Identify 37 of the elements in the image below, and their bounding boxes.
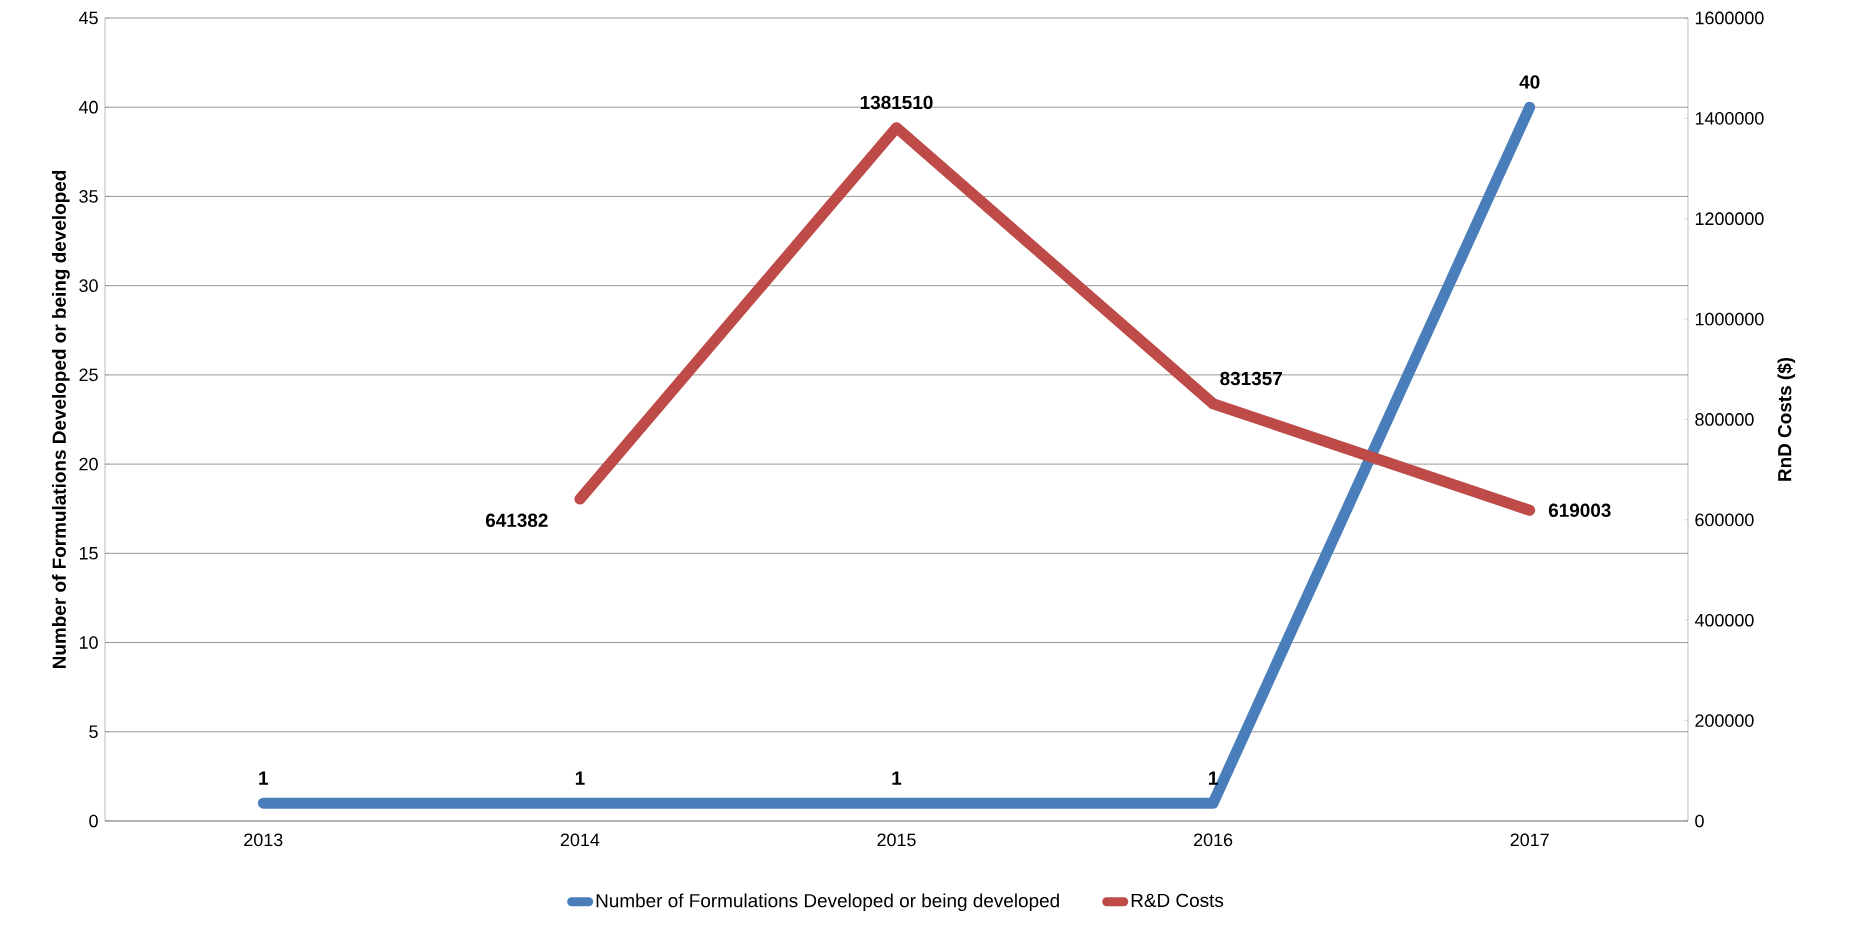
y-tick-label: 25 bbox=[79, 368, 98, 382]
x-tick-label: 2014 bbox=[560, 833, 600, 847]
y2-tick-label: 800000 bbox=[1695, 413, 1754, 426]
data-label: 1 bbox=[575, 771, 585, 785]
legend-label: R&D Costs bbox=[1131, 893, 1224, 908]
data-label: 1 bbox=[259, 771, 269, 785]
y2-tick-label: 0 bbox=[1695, 814, 1704, 828]
y2-axis-title: RnD Costs ($) bbox=[1777, 357, 1796, 481]
data-label: 1381510 bbox=[860, 95, 933, 110]
x-tick-label: 2015 bbox=[877, 833, 916, 847]
y-axis-title: Number of Formulations Developed or being developed bbox=[52, 170, 70, 669]
y2-tick-label: 1200000 bbox=[1695, 212, 1764, 226]
y2-tick-label: 200000 bbox=[1695, 714, 1754, 727]
y2-tick-label: 1400000 bbox=[1695, 112, 1764, 125]
y-tick-label: 5 bbox=[89, 725, 98, 739]
legend-label: Number of Formulations Developed or being developed bbox=[596, 893, 1059, 912]
y-tick-label: 40 bbox=[78, 100, 98, 114]
data-label: 831357 bbox=[1220, 371, 1282, 386]
x-tick-label: 2013 bbox=[244, 833, 283, 847]
data-label: 40 bbox=[1519, 75, 1540, 89]
y2-tick-label: 400000 bbox=[1694, 613, 1754, 627]
y2-tick-label: 1600000 bbox=[1695, 11, 1764, 25]
y2-tick-label: 600000 bbox=[1695, 513, 1754, 527]
x-tick-label: 2016 bbox=[1194, 833, 1233, 847]
y-tick-label: 45 bbox=[78, 11, 98, 25]
data-label: 619003 bbox=[1548, 503, 1611, 518]
y2-tick-label: 1000000 bbox=[1695, 312, 1764, 326]
data-label: 641382 bbox=[485, 513, 548, 528]
y-tick-label: 30 bbox=[79, 279, 98, 292]
y-tick-label: 35 bbox=[79, 190, 98, 203]
data-label: 1 bbox=[1209, 771, 1218, 785]
data-label: 1 bbox=[892, 771, 902, 785]
y-tick-label: 15 bbox=[79, 547, 98, 560]
x-tick-label: 2017 bbox=[1510, 833, 1549, 847]
y-tick-label: 0 bbox=[89, 814, 98, 828]
y-tick-label: 10 bbox=[79, 636, 98, 649]
y-tick-label: 20 bbox=[79, 457, 98, 471]
